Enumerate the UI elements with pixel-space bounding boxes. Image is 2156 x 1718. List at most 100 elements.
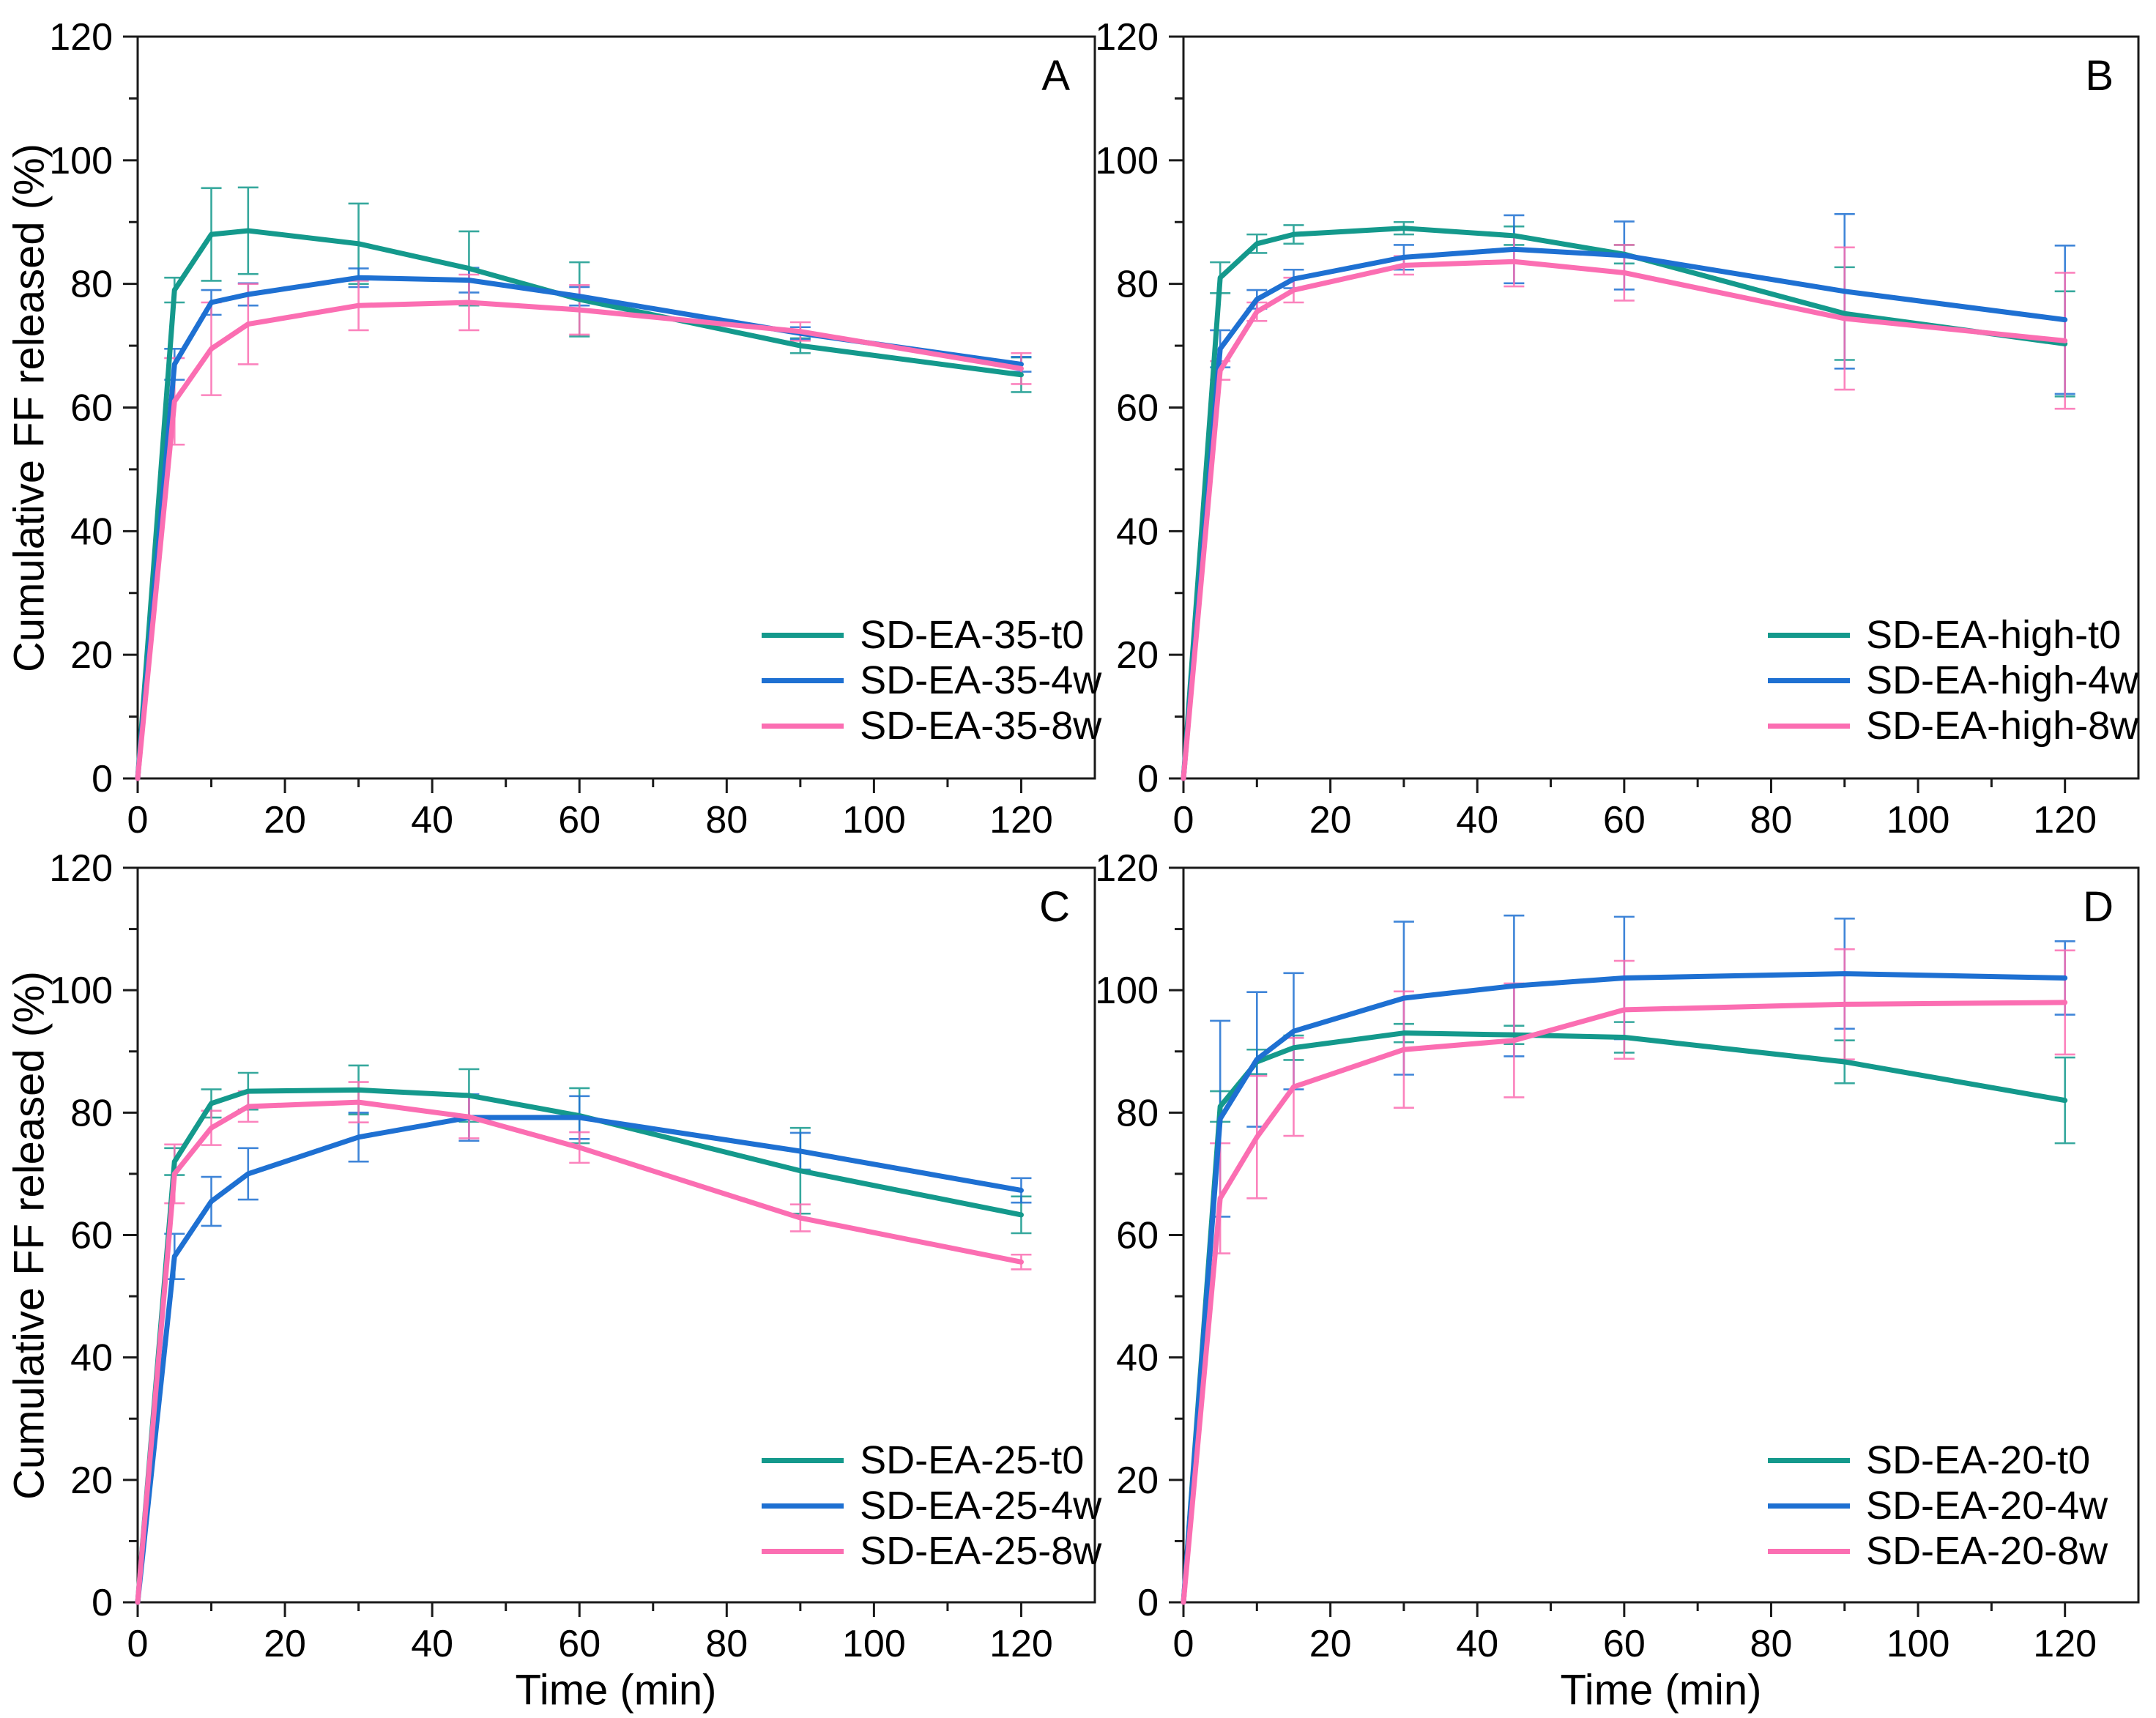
legend-label: SD-EA-25-t0 [860, 1438, 1085, 1483]
legend-item: SD-EA-35-t0 [762, 612, 1101, 658]
panel-label-D: D [2083, 883, 2114, 931]
legend-line-swatch [1768, 1548, 1851, 1554]
y-tick-label: 0 [92, 1582, 113, 1624]
y-tick-label: 20 [70, 634, 113, 677]
series-line-SD-EA-high-t0 [1181, 226, 2068, 781]
error-bars-SD-EA-20-8w [1210, 948, 2075, 1254]
panel-label-C: C [1039, 883, 1070, 931]
y-tick-label: 100 [49, 140, 113, 182]
x-axis-title-left: Time (min) [515, 1666, 717, 1714]
series-line-SD-EA-25-4w [135, 1115, 1024, 1605]
plot-area: 0 20 40 60 80 100 120 0 20 40 60 80 100 120 [49, 847, 1096, 1665]
y-tick-label: 0 [1137, 1582, 1159, 1624]
legend-label: SD-EA-high-8w [1866, 704, 2139, 748]
x-tick-label: 20 [264, 799, 306, 841]
x-tick-label: 20 [264, 1623, 306, 1665]
legend: SD-EA-20-t0 SD-EA-20-4w SD-EA-20-8w [1768, 1438, 2108, 1574]
legend-item: SD-EA-25-4w [762, 1483, 1101, 1528]
x-tick-label: 60 [1603, 1623, 1646, 1665]
legend-label: SD-EA-20-4w [1866, 1484, 2108, 1528]
legend-label: SD-EA-high-4w [1866, 658, 2139, 703]
legend-item: SD-EA-high-t0 [1768, 612, 2138, 658]
y-tick-label: 40 [1116, 1337, 1159, 1380]
legend-item: SD-EA-high-4w [1768, 658, 2138, 703]
x-tick-label: 120 [2033, 1623, 2097, 1665]
x-tick-label: 40 [411, 799, 453, 841]
x-tick-label: 0 [1173, 1623, 1194, 1665]
legend-item: SD-EA-high-8w [1768, 703, 2138, 748]
y-tick-label: 20 [1116, 634, 1159, 677]
y-tick-label: 60 [70, 387, 113, 430]
legend-line-swatch [1768, 1503, 1851, 1509]
error-bars-SD-EA-high-8w [1210, 236, 2075, 410]
panel-C: 0 20 40 60 80 100 120 0 20 40 60 80 100 120 C SD-EA-25-… [49, 847, 1101, 1665]
legend-label: SD-EA-25-4w [860, 1484, 1102, 1528]
y-tick-label: 120 [49, 847, 113, 890]
x-tick-label: 80 [705, 799, 748, 841]
x-tick-label: 0 [1173, 799, 1194, 841]
series-line-SD-EA-high-4w [1181, 246, 2068, 781]
error-bars-SD-EA-35-4w [164, 267, 1032, 381]
x-tick-label: 80 [705, 1623, 748, 1665]
x-tick-label: 120 [989, 1623, 1053, 1665]
series-line-SD-EA-20-4w [1181, 971, 2068, 1605]
series-line-SD-EA-20-t0 [1181, 1030, 2068, 1605]
y-tick-label: 80 [1116, 1092, 1159, 1134]
legend-label: SD-EA-35-4w [860, 658, 1102, 703]
legend-label: SD-EA-20-8w [1866, 1529, 2108, 1574]
plot-area: 0 20 40 60 80 100 120 0 20 40 60 80 100 120 [1095, 16, 2140, 841]
panel-label-A: A [1041, 52, 1070, 100]
y-tick-label: 120 [49, 16, 113, 59]
y-tick-label: 40 [70, 1337, 113, 1380]
y-tick-label: 80 [70, 1092, 113, 1134]
legend: SD-EA-high-t0 SD-EA-high-4w SD-EA-high-8w [1768, 612, 2138, 748]
x-tick-label: 20 [1309, 799, 1352, 841]
x-tick-label: 100 [842, 1623, 906, 1665]
error-bars-SD-EA-25-8w [164, 1081, 1032, 1271]
legend-line-swatch [762, 723, 844, 729]
panel-B: 0 20 40 60 80 100 120 0 20 40 60 80 100 120 B SD-EA-hig… [1095, 16, 2140, 841]
plot-area: 0 20 40 60 80 100 120 0 20 40 60 80 100 120 [49, 16, 1096, 841]
legend-line-swatch [1768, 723, 1851, 729]
x-tick-label: 40 [1456, 1623, 1498, 1665]
y-tick-label: 80 [70, 264, 113, 306]
x-tick-label: 40 [1456, 799, 1498, 841]
y-tick-label: 60 [70, 1215, 113, 1257]
y-tick-label: 20 [70, 1459, 113, 1502]
legend-item: SD-EA-20-t0 [1768, 1438, 2108, 1483]
series-line-SD-EA-20-8w [1181, 1000, 2068, 1605]
y-tick-label: 100 [1095, 970, 1159, 1012]
legend-item: SD-EA-25-8w [762, 1528, 1101, 1574]
legend-item: SD-EA-25-t0 [762, 1438, 1101, 1483]
error-bars-SD-EA-high-t0 [1210, 220, 2075, 398]
legend-item: SD-EA-35-4w [762, 658, 1101, 703]
legend-line-swatch [1768, 1457, 1851, 1463]
legend-line-swatch [762, 1457, 844, 1463]
x-tick-label: 100 [1886, 1623, 1950, 1665]
series-line-SD-EA-35-4w [135, 275, 1024, 781]
legend: SD-EA-35-t0 SD-EA-35-4w SD-EA-35-8w [762, 612, 1101, 748]
series-line-SD-EA-25-t0 [135, 1087, 1024, 1605]
panel-D: 0 20 40 60 80 100 120 0 20 40 60 80 100 120 D SD-EA-20-… [1095, 847, 2140, 1665]
y-tick-label: 0 [92, 758, 113, 800]
x-tick-label: 60 [558, 799, 601, 841]
series-line-SD-EA-high-8w [1181, 259, 2068, 781]
legend: SD-EA-25-t0 SD-EA-25-4w SD-EA-25-8w [762, 1438, 1101, 1574]
legend-label: SD-EA-25-8w [860, 1529, 1102, 1574]
x-tick-label: 80 [1750, 799, 1793, 841]
legend-label: SD-EA-high-t0 [1866, 613, 2122, 658]
y-tick-label: 60 [1116, 1215, 1159, 1257]
x-tick-label: 100 [842, 799, 906, 841]
y-axis-title-bottom: Cumulative FF released (%) [5, 971, 53, 1500]
x-tick-label: 100 [1886, 799, 1950, 841]
y-tick-label: 120 [1095, 16, 1159, 59]
y-tick-label: 100 [49, 970, 113, 1012]
y-tick-label: 80 [1116, 264, 1159, 306]
legend-label: SD-EA-35-t0 [860, 613, 1085, 658]
legend-line-swatch [1768, 677, 1851, 683]
legend-label: SD-EA-20-t0 [1866, 1438, 2091, 1483]
y-tick-label: 60 [1116, 387, 1159, 430]
y-axis-title-top: Cumulative FF released (%) [5, 144, 53, 672]
legend-line-swatch [762, 1503, 844, 1509]
